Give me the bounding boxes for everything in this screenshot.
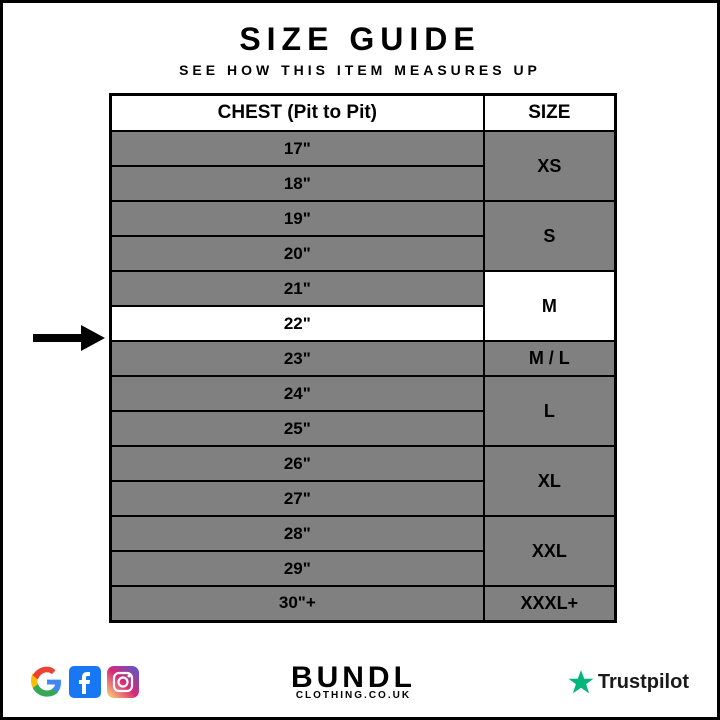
table-row: 28"XXL [111, 516, 616, 551]
brand-main: BUNDL [291, 663, 416, 693]
table-row: 24"L [111, 376, 616, 411]
facebook-icon[interactable] [69, 666, 101, 698]
chest-cell: 27" [111, 481, 484, 516]
brand-sub: CLOTHING.CO.UK [291, 691, 416, 701]
size-cell: M [484, 271, 616, 341]
chest-cell: 21" [111, 271, 484, 306]
chest-cell: 29" [111, 551, 484, 586]
arrow-icon [33, 325, 105, 351]
table-row: 19"S [111, 201, 616, 236]
size-cell: XS [484, 131, 616, 201]
chest-cell: 25" [111, 411, 484, 446]
instagram-icon[interactable] [107, 666, 139, 698]
chest-cell: 24" [111, 376, 484, 411]
footer: BUNDL CLOTHING.CO.UK Trustpilot [3, 663, 717, 701]
size-cell: M / L [484, 341, 616, 376]
size-table: CHEST (Pit to Pit) SIZE 17"XS18"19"S20"2… [109, 93, 617, 623]
table-row: 26"XL [111, 446, 616, 481]
chest-cell: 28" [111, 516, 484, 551]
header: SIZE GUIDE SEE HOW THIS ITEM MEASURES UP [3, 3, 717, 78]
chest-cell: 30"+ [111, 586, 484, 621]
chest-cell: 26" [111, 446, 484, 481]
chest-cell: 19" [111, 201, 484, 236]
social-icons [31, 666, 139, 698]
col-size: SIZE [484, 95, 616, 132]
table-row: 17"XS [111, 131, 616, 166]
size-cell: XL [484, 446, 616, 516]
page-title: SIZE GUIDE [3, 21, 717, 58]
table-row: 23"M / L [111, 341, 616, 376]
table-header-row: CHEST (Pit to Pit) SIZE [111, 95, 616, 132]
size-cell: S [484, 201, 616, 271]
table-row: 21"M [111, 271, 616, 306]
trustpilot-text: Trustpilot [598, 671, 689, 694]
brand-logo: BUNDL CLOTHING.CO.UK [291, 663, 416, 701]
google-icon[interactable] [31, 666, 63, 698]
table-row: 30"+XXXL+ [111, 586, 616, 621]
size-cell: XXXL+ [484, 586, 616, 621]
chest-cell: 20" [111, 236, 484, 271]
col-chest: CHEST (Pit to Pit) [111, 95, 484, 132]
trustpilot-badge[interactable]: Trustpilot [568, 669, 689, 695]
size-table-wrap: CHEST (Pit to Pit) SIZE 17"XS18"19"S20"2… [109, 93, 617, 623]
chest-cell: 18" [111, 166, 484, 201]
chest-cell: 17" [111, 131, 484, 166]
page-subtitle: SEE HOW THIS ITEM MEASURES UP [3, 62, 717, 78]
chest-cell: 22" [111, 306, 484, 341]
size-cell: L [484, 376, 616, 446]
trustpilot-star-icon [568, 669, 594, 695]
size-cell: XXL [484, 516, 616, 586]
chest-cell: 23" [111, 341, 484, 376]
